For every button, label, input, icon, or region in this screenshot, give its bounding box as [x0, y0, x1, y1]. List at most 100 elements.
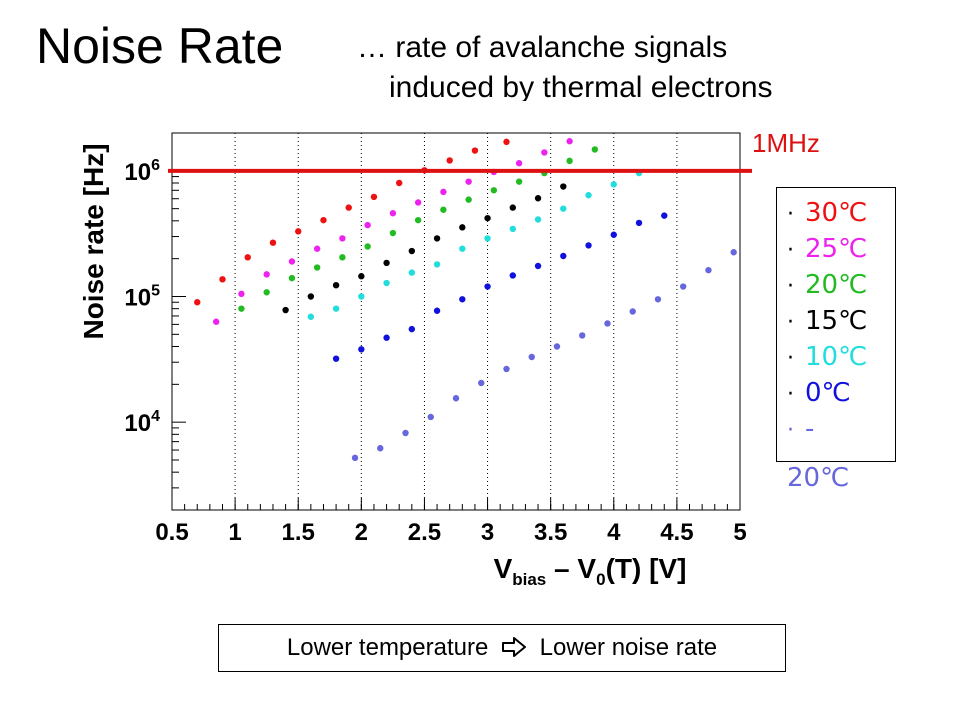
data-point [345, 204, 352, 211]
data-point [383, 279, 390, 287]
data-point [560, 252, 567, 260]
data-point [238, 290, 245, 298]
legend-item: · 20℃ [787, 270, 867, 302]
subtitle-line-1: … rate of avalanche signals [357, 31, 728, 64]
x-tick-label: 0.5 [155, 519, 188, 546]
data-point [478, 379, 485, 387]
data-point [440, 188, 447, 196]
legend-bullet: · [787, 346, 794, 371]
data-point [585, 242, 592, 249]
legend-label: 25℃ [805, 234, 868, 264]
data-point [515, 160, 523, 167]
data-point [509, 225, 516, 233]
x-tick-label: 3 [481, 519, 494, 546]
legend-bullet: · [787, 202, 794, 227]
data-point [313, 264, 321, 271]
data-point [730, 249, 737, 256]
data-point [452, 395, 460, 402]
data-point [484, 283, 491, 290]
data-point [339, 235, 346, 242]
data-point [313, 245, 321, 252]
data-point [295, 228, 302, 235]
data-point [705, 266, 712, 274]
data-point [528, 353, 535, 361]
data-point [484, 235, 491, 242]
data-point [307, 293, 315, 300]
data-point [332, 281, 340, 289]
hollow-right-arrow-icon [502, 637, 526, 657]
legend-bullet: · [787, 238, 794, 263]
data-point [465, 178, 472, 185]
data-point [288, 274, 296, 282]
note-left-text: Lower temperature [286, 634, 489, 661]
data-point [358, 346, 365, 353]
data-point [370, 193, 378, 201]
subtitle-clip-mask [340, 101, 880, 117]
data-point [339, 254, 346, 261]
data-point [433, 307, 441, 314]
data-point [408, 269, 416, 276]
data-point [509, 204, 516, 211]
data-point [414, 216, 422, 224]
legend-item: · 30℃ [787, 198, 867, 230]
data-point [579, 332, 586, 339]
data-point [503, 138, 510, 146]
data-point [553, 343, 561, 350]
data-point [238, 305, 245, 312]
x-tick-label: 3.5 [534, 519, 567, 546]
data-point [566, 138, 573, 145]
data-point [585, 191, 592, 199]
data-point [389, 210, 397, 217]
data-point [212, 318, 220, 325]
data-point [515, 178, 523, 185]
legend-label: 10℃ [805, 342, 868, 372]
legend-label: 15℃ [805, 306, 868, 336]
data-point [484, 214, 491, 222]
data-point [427, 413, 434, 421]
reference-line-label: 1MHz [752, 128, 820, 158]
data-point [408, 325, 416, 333]
data-point [364, 243, 371, 250]
x-tick-label: 1.5 [282, 519, 315, 546]
data-point [534, 262, 542, 270]
data-point [629, 308, 636, 315]
data-point [194, 299, 201, 306]
data-point [282, 306, 289, 314]
data-point [263, 271, 270, 278]
data-point [320, 216, 327, 224]
data-point [503, 365, 510, 373]
data-point [560, 205, 567, 212]
y-tick-label: 104 [124, 408, 160, 437]
data-point [635, 219, 643, 227]
conclusion-note: Lower temperature Lower noise rate [218, 624, 786, 672]
legend-item: · 25℃ [787, 234, 867, 266]
data-point [219, 276, 226, 283]
data-point [566, 157, 573, 165]
data-point [263, 289, 270, 296]
legend-label: 0℃ [805, 378, 851, 408]
x-tick-label: 2 [355, 519, 368, 546]
data-point [534, 216, 542, 223]
legend-label: 20℃ [805, 270, 868, 300]
legend-bullet: · [787, 382, 794, 407]
data-point [383, 259, 390, 267]
data-point [560, 183, 567, 190]
x-axis-label: Vbias – V0(T) [V] [494, 553, 687, 589]
data-point [332, 355, 340, 362]
data-point [490, 187, 498, 194]
data-point [408, 247, 416, 255]
data-point [591, 146, 599, 153]
data-point [459, 296, 466, 303]
legend-bullet: · [787, 274, 794, 299]
note-right-text: Lower noise rate [539, 634, 718, 661]
x-tick-label: 5 [733, 519, 746, 546]
data-point [610, 231, 617, 238]
data-point [351, 454, 359, 462]
data-point [358, 273, 365, 280]
data-point [414, 199, 422, 206]
x-tick-label: 4 [607, 519, 621, 546]
x-tick-label: 4.5 [660, 519, 693, 546]
legend-item-minus-20-overflow: 20℃ [787, 463, 850, 493]
x-tick-label: 1 [228, 519, 241, 546]
